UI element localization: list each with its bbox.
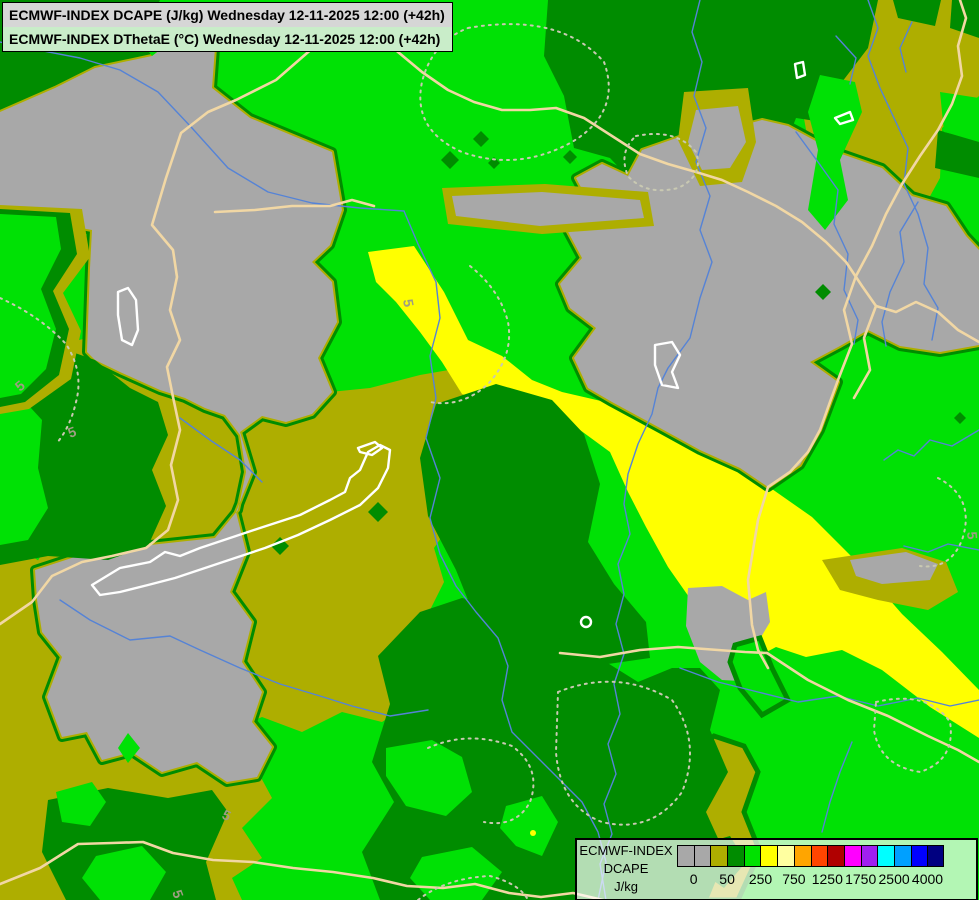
legend-swatch bbox=[727, 845, 744, 867]
legend-tick: 4000 bbox=[911, 871, 944, 887]
dark-green-center bbox=[420, 384, 650, 664]
legend-units: J/kg bbox=[614, 879, 638, 894]
small-pockets bbox=[442, 75, 979, 682]
legend-color-scale bbox=[677, 845, 944, 867]
legend-swatch bbox=[827, 845, 844, 867]
legend-swatch bbox=[927, 845, 944, 867]
legend-swatch bbox=[910, 845, 928, 867]
legend-swatch bbox=[877, 845, 894, 867]
legend: ECMWF-INDEX DCAPE J/kg 0 50 250 750 1250 1750… bbox=[575, 838, 978, 900]
legend-swatch bbox=[777, 845, 794, 867]
legend-swatch bbox=[677, 845, 694, 867]
gray-region-west bbox=[0, 5, 347, 787]
legend-swatch bbox=[743, 845, 761, 867]
legend-tick: 2500 bbox=[878, 871, 910, 887]
legend-titles: ECMWF-INDEX DCAPE J/kg bbox=[577, 842, 675, 896]
legend-swatch bbox=[860, 845, 878, 867]
contour-label: 5 bbox=[964, 531, 979, 540]
legend-swatch bbox=[843, 845, 861, 867]
bright-green-west-strip bbox=[0, 394, 48, 545]
legend-tick-labels: 0 50 250 750 1250 1750 2500 4000 bbox=[677, 869, 945, 889]
legend-swatch bbox=[810, 845, 828, 867]
contour-lines bbox=[0, 23, 967, 900]
legend-tick: 1750 bbox=[845, 871, 877, 887]
lake-velence bbox=[356, 440, 384, 457]
legend-tick: 750 bbox=[782, 871, 806, 887]
lakes bbox=[90, 60, 855, 629]
yellow-spot bbox=[530, 830, 536, 836]
lake-neusiedl bbox=[116, 286, 140, 347]
legend-parameter: DCAPE bbox=[603, 861, 649, 876]
legend-swatch bbox=[693, 845, 711, 867]
legend-tick: 250 bbox=[748, 871, 773, 887]
river-danube bbox=[403, 210, 607, 900]
legend-swatch bbox=[760, 845, 778, 867]
legend-tick: 0 bbox=[689, 871, 698, 887]
title-line-dcape: ECMWF-INDEX DCAPE (J/kg) Wednesday 12-11… bbox=[3, 3, 452, 27]
yellow-band bbox=[368, 246, 979, 738]
legend-tick: 50 bbox=[719, 871, 735, 887]
legend-model-name: ECMWF-INDEX bbox=[579, 843, 673, 858]
legend-swatch bbox=[893, 845, 911, 867]
title-box: ECMWF-INDEX DCAPE (J/kg) Wednesday 12-11… bbox=[2, 2, 453, 52]
legend-tick: 1250 bbox=[811, 871, 843, 887]
lake-tisza bbox=[653, 340, 682, 390]
gray-region-northeast bbox=[555, 115, 979, 492]
title-line-dthetae: ECMWF-INDEX DThetaE (°C) Wednesday 12-11… bbox=[3, 27, 452, 51]
legend-swatch bbox=[710, 845, 728, 867]
legend-swatch bbox=[793, 845, 811, 867]
contour-label: 5 bbox=[400, 298, 417, 309]
